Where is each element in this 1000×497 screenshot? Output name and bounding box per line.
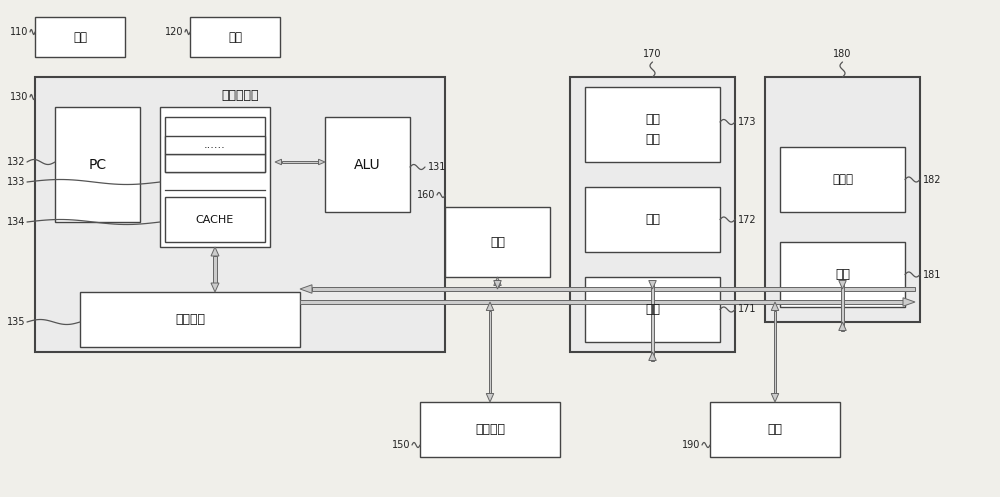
- Bar: [35, 17, 125, 57]
- Bar: [585, 87, 720, 162]
- Text: 主板: 主板: [228, 30, 242, 44]
- Text: 130: 130: [10, 92, 28, 102]
- Bar: [35, 77, 445, 352]
- Text: 173: 173: [738, 117, 757, 127]
- Text: PC: PC: [88, 158, 107, 171]
- Bar: [765, 77, 920, 322]
- Text: 鼠标: 鼠标: [645, 303, 660, 316]
- Bar: [445, 207, 550, 277]
- Text: 网卡: 网卡: [768, 423, 782, 436]
- Text: 总线接口: 总线接口: [175, 313, 205, 326]
- Text: 134: 134: [7, 217, 25, 227]
- Bar: [282, 161, 318, 163]
- Bar: [190, 17, 280, 57]
- Polygon shape: [318, 159, 325, 165]
- Text: 160: 160: [417, 190, 435, 200]
- Text: CACHE: CACHE: [196, 215, 234, 225]
- Polygon shape: [300, 285, 312, 293]
- Bar: [651, 280, 654, 360]
- Bar: [420, 402, 560, 457]
- Text: 132: 132: [7, 157, 25, 167]
- Polygon shape: [839, 322, 846, 331]
- Bar: [165, 197, 265, 242]
- Text: 180: 180: [833, 49, 852, 59]
- Bar: [160, 107, 270, 247]
- Bar: [312, 287, 915, 291]
- Polygon shape: [486, 394, 494, 402]
- Text: 面板: 面板: [645, 133, 660, 146]
- Text: 135: 135: [7, 317, 25, 327]
- Text: 150: 150: [392, 440, 410, 450]
- Bar: [489, 311, 491, 394]
- Bar: [165, 154, 265, 172]
- Bar: [780, 242, 905, 307]
- Text: 内存储器: 内存储器: [475, 423, 505, 436]
- Bar: [300, 300, 903, 304]
- Text: 磁盘: 磁盘: [490, 236, 505, 248]
- Bar: [165, 117, 265, 172]
- Polygon shape: [275, 159, 282, 165]
- Text: 182: 182: [923, 174, 942, 184]
- Bar: [710, 402, 840, 457]
- Text: 110: 110: [10, 27, 28, 37]
- Polygon shape: [494, 277, 501, 285]
- Bar: [496, 280, 499, 285]
- Text: 键盘: 键盘: [645, 213, 660, 226]
- Polygon shape: [649, 352, 656, 360]
- Text: 190: 190: [682, 440, 700, 450]
- Bar: [774, 311, 776, 394]
- Text: 171: 171: [738, 305, 757, 315]
- Bar: [55, 107, 140, 222]
- Text: ALU: ALU: [354, 158, 381, 171]
- Bar: [841, 280, 844, 331]
- Text: 172: 172: [738, 215, 757, 225]
- Polygon shape: [903, 298, 915, 306]
- Bar: [165, 136, 265, 154]
- Polygon shape: [486, 302, 494, 311]
- Bar: [585, 187, 720, 252]
- Text: 181: 181: [923, 269, 941, 279]
- Polygon shape: [494, 280, 501, 289]
- Polygon shape: [771, 302, 779, 311]
- Text: 触控: 触控: [645, 112, 660, 126]
- Text: 170: 170: [643, 49, 662, 59]
- Bar: [325, 117, 410, 212]
- Text: 131: 131: [428, 162, 446, 172]
- Text: 显示器: 显示器: [832, 173, 853, 186]
- Text: 133: 133: [7, 177, 25, 187]
- Polygon shape: [211, 283, 219, 292]
- Polygon shape: [211, 247, 219, 256]
- Bar: [80, 292, 300, 347]
- Bar: [585, 277, 720, 342]
- Bar: [213, 256, 217, 283]
- Polygon shape: [649, 280, 656, 289]
- Bar: [570, 77, 735, 352]
- Text: 中央处理器: 中央处理器: [221, 88, 259, 101]
- Bar: [780, 147, 905, 212]
- Text: 120: 120: [164, 27, 183, 37]
- Text: 显卡: 显卡: [835, 268, 850, 281]
- Text: 电源: 电源: [73, 30, 87, 44]
- Text: ......: ......: [204, 140, 226, 150]
- Polygon shape: [839, 280, 846, 289]
- Polygon shape: [771, 394, 779, 402]
